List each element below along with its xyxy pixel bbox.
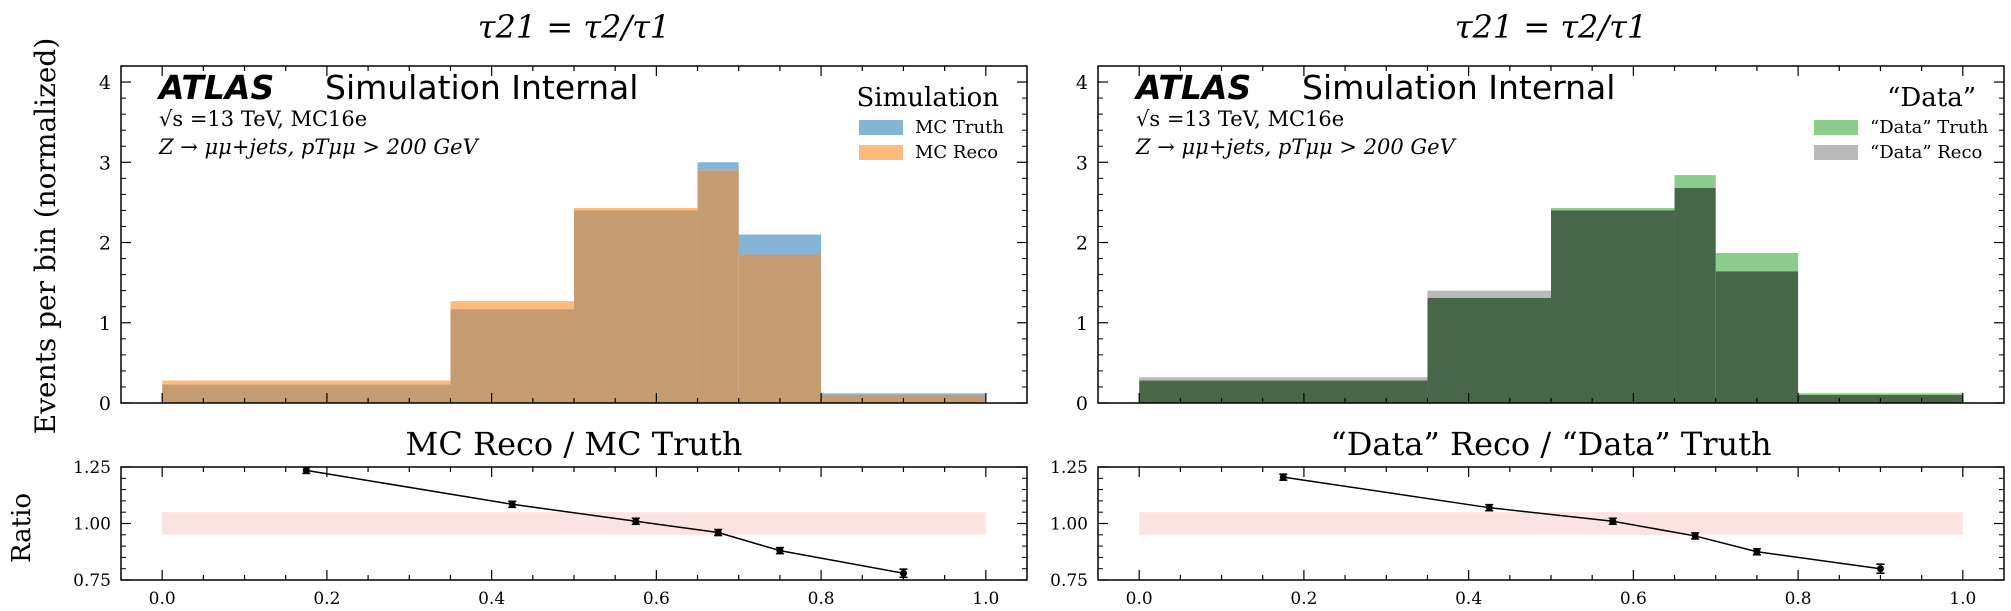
y-tick-label: 0 [1076, 393, 1088, 415]
legend-swatch [859, 145, 903, 160]
y-tick-label: 1.25 [73, 458, 111, 478]
y-tick-label: 2 [1076, 233, 1088, 255]
panel-title: τ21 = τ2/τ1 [1455, 8, 1647, 46]
y-tick-label: 4 [1076, 72, 1088, 94]
bar-series-1-excess [1551, 208, 1675, 211]
histogram-panel: 0 1 2 3 4 τ21 = τ2/τ1 ATLAS Simulation Internal… [1076, 8, 2005, 415]
x-tick-label: 0.0 [149, 589, 176, 609]
data-point [1753, 548, 1761, 556]
x-tick-label: 1.0 [972, 589, 999, 609]
y-tick-label: 0.75 [73, 571, 111, 591]
legend-label: MC Reco [915, 142, 998, 163]
data-point [776, 547, 784, 555]
y-axis-label-main: Events per bin (normalized) [29, 38, 62, 435]
legend-swatch [859, 120, 903, 135]
x-tick-label: 0.8 [808, 589, 835, 609]
legend-label: “Data” Truth [1870, 117, 1989, 138]
y-tick-label: 1 [1076, 313, 1088, 335]
x-tick-label: 0.4 [1455, 589, 1482, 609]
panel-title: “Data” Reco / “Data” Truth [1330, 425, 1771, 463]
energy-info: √s =13 TeV, MC16e [159, 107, 367, 131]
bar-series-2-excess [574, 208, 698, 211]
histogram-panel: 0 1 2 3 4 τ21 = τ2/τ1 ATLAS Simulation Internal… [99, 8, 1028, 415]
data-point [1279, 473, 1287, 481]
data-point [1485, 504, 1493, 512]
bar-series-1-excess [1715, 252, 1799, 272]
legend-title: “Data” [1887, 83, 1976, 113]
ratio-panel: 0.75 1.00 1.25 0.0 0.2 0.4 0.6 0.8 1.0 MC Reco / … [73, 425, 1028, 609]
selection-info: Z → μμ+jets, pTμμ > 200 GeV [158, 135, 480, 159]
ratio-line [1283, 476, 1881, 570]
plot-area: 0 1 2 3 4 τ21 = τ2/τ1 ATLAS Simulation Internal… [73, 8, 2005, 609]
legend-title: Simulation [856, 83, 999, 113]
x-tick-label: 0.4 [478, 589, 505, 609]
data-point [714, 529, 722, 537]
data-point [899, 569, 907, 577]
bar-overlap [1427, 297, 1551, 403]
bar-series-1-excess [821, 393, 986, 395]
data-point [632, 517, 640, 525]
panel-title: MC Reco / MC Truth [406, 425, 743, 463]
bar-series-2-excess [1427, 290, 1551, 298]
y-axis-label-ratio: Ratio [7, 493, 37, 563]
data-point [302, 466, 310, 474]
data-point [1876, 565, 1884, 573]
bar-overlap [1551, 210, 1675, 403]
y-tick-label: 0 [99, 393, 111, 415]
uncertainty-band [1139, 512, 1963, 535]
y-tick-label: 0.75 [1050, 571, 1088, 591]
y-tick-label: 1.00 [73, 515, 111, 535]
bar-overlap [1715, 271, 1799, 403]
x-tick-label: 0.2 [313, 589, 340, 609]
x-tick-label: 0.0 [1126, 589, 1153, 609]
ratio-line [306, 469, 904, 574]
legend-swatch [1814, 145, 1858, 160]
y-tick-label: 1 [99, 313, 111, 335]
x-tick-label: 0.6 [1620, 589, 1647, 609]
energy-info: √s =13 TeV, MC16e [1136, 107, 1344, 131]
atlas-subtitle: Simulation Internal [1302, 68, 1615, 107]
bar-series-1-excess [738, 234, 822, 255]
uncertainty-band [162, 512, 986, 535]
bar-series-2-excess [450, 301, 574, 310]
bar-series-2-excess [1139, 377, 1428, 381]
y-tick-label: 3 [1076, 152, 1088, 174]
bar-overlap [574, 210, 698, 403]
legend-swatch [1814, 120, 1858, 135]
bar-series-1-excess [697, 162, 739, 171]
panel-title: τ21 = τ2/τ1 [478, 8, 670, 46]
x-tick-label: 0.2 [1290, 589, 1317, 609]
selection-info: Z → μμ+jets, pTμμ > 200 GeV [1135, 135, 1457, 159]
legend-label: MC Truth [915, 117, 1004, 138]
y-tick-label: 4 [99, 72, 111, 94]
atlas-label: ATLAS [156, 68, 274, 107]
bar-overlap [162, 384, 451, 403]
data-point [1691, 532, 1699, 540]
bar-series-2-excess [162, 380, 451, 385]
ratio-panel: 0.75 1.00 1.25 0.0 0.2 0.4 0.6 0.8 1.0 “Data” Rec… [1050, 425, 2005, 609]
bar-overlap [738, 254, 822, 403]
y-tick-label: 1.25 [1050, 458, 1088, 478]
bar-overlap [1139, 380, 1428, 403]
legend-label: “Data” Reco [1870, 142, 1982, 163]
y-tick-label: 3 [99, 152, 111, 174]
data-point [1609, 517, 1617, 525]
x-tick-label: 1.0 [1949, 589, 1976, 609]
atlas-subtitle: Simulation Internal [325, 68, 638, 107]
bar-series-1-excess [1674, 175, 1716, 188]
bar-series-1-excess [1798, 393, 1963, 395]
bar-overlap [697, 170, 739, 403]
x-tick-label: 0.6 [643, 589, 670, 609]
data-point [508, 500, 516, 508]
x-tick-label: 0.8 [1785, 589, 1812, 609]
y-tick-label: 1.00 [1050, 515, 1088, 535]
bar-overlap [1674, 187, 1716, 403]
y-tick-label: 2 [99, 233, 111, 255]
bar-overlap [450, 309, 574, 403]
atlas-label: ATLAS [1133, 68, 1251, 107]
